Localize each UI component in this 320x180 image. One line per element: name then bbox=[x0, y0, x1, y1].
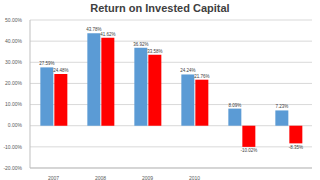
svg-text:2007: 2007 bbox=[48, 175, 59, 180]
svg-text:2010: 2010 bbox=[189, 175, 200, 180]
svg-text:2009: 2009 bbox=[142, 175, 153, 180]
svg-text:-10.02%: -10.02% bbox=[240, 148, 257, 153]
svg-text:7.23%: 7.23% bbox=[275, 104, 288, 109]
svg-text:21.76%: 21.76% bbox=[194, 74, 209, 79]
svg-text:24.24%: 24.24% bbox=[180, 68, 195, 73]
svg-text:36.92%: 36.92% bbox=[133, 42, 148, 47]
svg-text:24.48%: 24.48% bbox=[53, 68, 68, 73]
svg-text:30.00%: 30.00% bbox=[8, 59, 23, 65]
svg-text:-10.00%: -10.00% bbox=[8, 144, 23, 150]
svg-text:50.00%: 50.00% bbox=[8, 17, 23, 23]
svg-text:8.09%: 8.09% bbox=[228, 103, 241, 108]
svg-text:27.59%: 27.59% bbox=[39, 61, 54, 66]
svg-text:33.58%: 33.58% bbox=[147, 49, 162, 54]
svg-text:0.00%: 0.00% bbox=[8, 122, 23, 128]
svg-text:-8.35%: -8.35% bbox=[289, 145, 303, 150]
svg-text:43.78%: 43.78% bbox=[86, 27, 101, 32]
svg-text:-20.00%: -20.00% bbox=[8, 165, 23, 171]
svg-text:10.00%: 10.00% bbox=[8, 101, 23, 107]
html-text:Return on Invested Capital: Return on Invested Capital bbox=[90, 2, 230, 14]
svg-text:2008: 2008 bbox=[95, 175, 106, 180]
svg-text:41.62%: 41.62% bbox=[100, 32, 115, 37]
svg-text:40.00%: 40.00% bbox=[8, 38, 23, 44]
svg-text:20.00%: 20.00% bbox=[8, 80, 23, 86]
